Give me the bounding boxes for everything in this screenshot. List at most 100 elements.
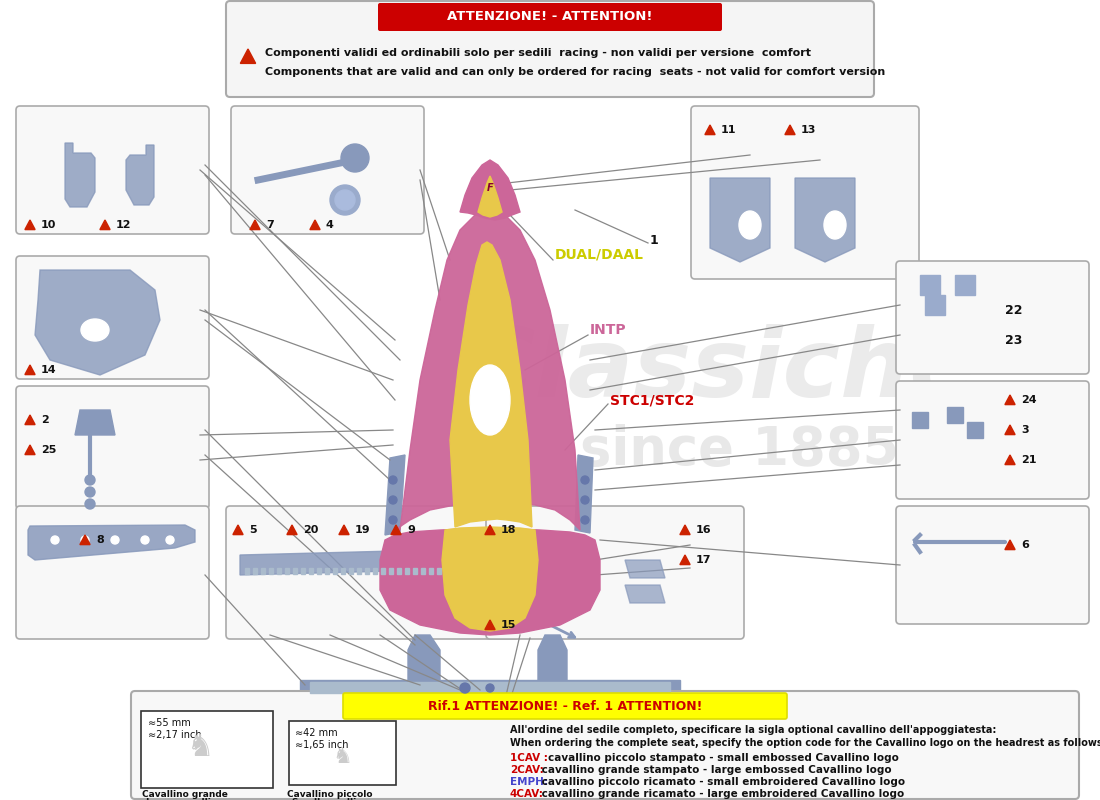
Circle shape [336, 190, 355, 210]
Text: cavallino grande ricamato - large embroidered Cavallino logo: cavallino grande ricamato - large embroi… [538, 789, 904, 799]
Circle shape [389, 516, 397, 524]
Text: All'ordine del sedile completo, specificare la sigla optional cavallino dell'app: All'ordine del sedile completo, specific… [510, 725, 997, 735]
Text: 1CAV :: 1CAV : [510, 753, 551, 763]
Polygon shape [333, 568, 337, 574]
Polygon shape [379, 528, 600, 635]
Polygon shape [500, 548, 544, 577]
Text: 1: 1 [650, 234, 659, 246]
Polygon shape [25, 365, 35, 374]
Polygon shape [442, 527, 538, 631]
Text: ATTENZIONE! - ATTENTION!: ATTENZIONE! - ATTENTION! [448, 10, 652, 23]
FancyBboxPatch shape [16, 256, 209, 379]
Polygon shape [80, 535, 90, 545]
Circle shape [341, 144, 368, 172]
Polygon shape [341, 568, 345, 574]
Polygon shape [287, 525, 297, 534]
Text: 4: 4 [326, 220, 334, 230]
Circle shape [51, 536, 59, 544]
Text: Componenti validi ed ordinabili solo per sedili  racing - non validi per version: Componenti validi ed ordinabili solo per… [265, 48, 811, 58]
Polygon shape [65, 143, 95, 207]
Polygon shape [293, 568, 297, 574]
Circle shape [141, 536, 149, 544]
Text: EMPH:: EMPH: [510, 777, 548, 787]
Polygon shape [485, 525, 495, 534]
Polygon shape [28, 525, 195, 560]
Polygon shape [358, 568, 361, 574]
Polygon shape [373, 568, 377, 574]
Polygon shape [309, 568, 313, 574]
FancyBboxPatch shape [896, 381, 1089, 499]
Polygon shape [1005, 455, 1015, 465]
Polygon shape [75, 410, 116, 435]
Text: ≈2,17 inch: ≈2,17 inch [148, 730, 201, 740]
Ellipse shape [824, 211, 846, 239]
Polygon shape [500, 568, 505, 574]
Text: Components that are valid and can only be ordered for racing  seats - not valid : Components that are valid and can only b… [265, 67, 886, 77]
FancyBboxPatch shape [131, 691, 1079, 799]
Text: 9: 9 [407, 525, 415, 535]
FancyBboxPatch shape [896, 261, 1089, 374]
Circle shape [581, 476, 589, 484]
Polygon shape [437, 568, 441, 574]
Text: ≈1,65 inch: ≈1,65 inch [295, 740, 349, 750]
Text: ≈55 mm: ≈55 mm [148, 718, 190, 728]
Text: cavallino piccolo ricamato - small embroidered Cavallino logo: cavallino piccolo ricamato - small embro… [538, 777, 904, 787]
Polygon shape [277, 568, 280, 574]
FancyBboxPatch shape [16, 106, 209, 234]
Polygon shape [35, 270, 160, 375]
Polygon shape [477, 568, 481, 574]
Polygon shape [453, 568, 456, 574]
Circle shape [460, 683, 470, 693]
Polygon shape [25, 445, 35, 454]
Circle shape [389, 476, 397, 484]
Circle shape [85, 475, 95, 485]
Circle shape [166, 536, 174, 544]
Text: 12: 12 [116, 220, 132, 230]
Text: 7: 7 [266, 220, 274, 230]
Polygon shape [245, 568, 249, 574]
Text: 4CAV:: 4CAV: [510, 789, 543, 799]
Polygon shape [25, 220, 35, 230]
Polygon shape [680, 525, 690, 534]
Circle shape [389, 496, 397, 504]
Polygon shape [478, 176, 502, 217]
Polygon shape [408, 635, 440, 690]
FancyBboxPatch shape [226, 1, 875, 97]
Polygon shape [485, 620, 495, 630]
Polygon shape [947, 407, 962, 423]
Text: 2: 2 [41, 415, 48, 425]
Polygon shape [680, 555, 690, 565]
Polygon shape [317, 568, 321, 574]
Polygon shape [240, 49, 255, 63]
Text: ♞: ♞ [332, 747, 352, 767]
Polygon shape [240, 548, 510, 575]
FancyBboxPatch shape [378, 3, 722, 31]
Polygon shape [469, 568, 473, 574]
Polygon shape [233, 525, 243, 534]
Text: Cavallino grande: Cavallino grande [142, 790, 228, 799]
Text: ≈42 mm: ≈42 mm [295, 728, 338, 738]
Polygon shape [339, 525, 349, 534]
Polygon shape [429, 568, 433, 574]
Polygon shape [421, 568, 425, 574]
Polygon shape [1005, 395, 1015, 405]
Polygon shape [25, 415, 35, 425]
Polygon shape [310, 682, 670, 693]
Polygon shape [446, 568, 449, 574]
FancyBboxPatch shape [231, 106, 424, 234]
Text: 24: 24 [1021, 395, 1036, 405]
Text: When ordering the complete seat, specify the option code for the Cavallino logo : When ordering the complete seat, specify… [510, 738, 1100, 748]
Text: 6: 6 [1021, 540, 1028, 550]
Text: Large cavallino: Large cavallino [146, 798, 223, 800]
Text: Rif.1 ATTENZIONE! - Ref. 1 ATTENTION!: Rif.1 ATTENZIONE! - Ref. 1 ATTENTION! [428, 699, 702, 713]
Polygon shape [509, 568, 513, 574]
Polygon shape [349, 568, 353, 574]
Polygon shape [126, 145, 154, 205]
Polygon shape [920, 275, 940, 295]
Polygon shape [925, 295, 945, 315]
FancyBboxPatch shape [16, 386, 209, 509]
FancyBboxPatch shape [486, 506, 744, 639]
Polygon shape [389, 568, 393, 574]
Polygon shape [575, 455, 593, 533]
FancyBboxPatch shape [896, 506, 1089, 624]
